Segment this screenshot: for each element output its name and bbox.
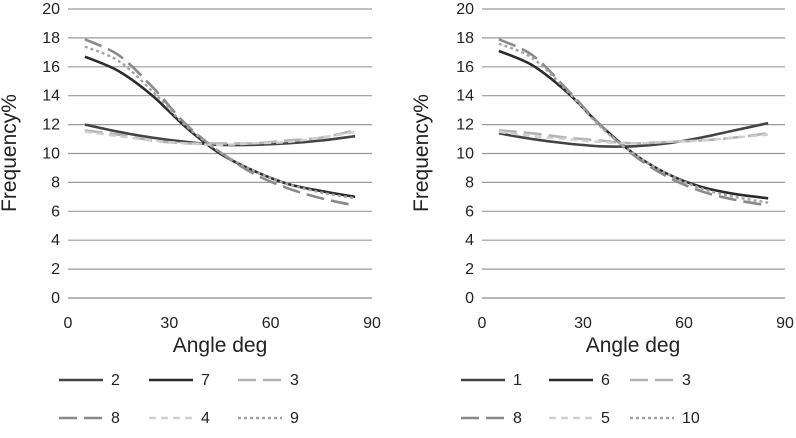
x-tick-label: 60: [262, 315, 280, 332]
y-tick-label: 4: [51, 232, 60, 249]
y-axis-label: Frequency%: [410, 94, 433, 212]
legend-label: 2: [111, 372, 120, 389]
y-tick-label: 0: [51, 290, 60, 307]
series-line-8: [498, 38, 769, 207]
y-tick-label: 2: [51, 261, 60, 278]
legend: 1 6 3 8 5 10: [461, 372, 700, 427]
legend-label: 8: [111, 410, 120, 427]
y-tick-label: 8: [51, 174, 60, 191]
x-tick-label: 90: [776, 315, 794, 332]
y-tick-label: 18: [42, 30, 60, 47]
series-line-7: [84, 55, 356, 199]
y-tick-label: 12: [42, 117, 60, 134]
x-axis-label: Angle deg: [173, 334, 268, 357]
y-tick-label: 6: [465, 203, 474, 220]
y-tick-label: 2: [465, 261, 474, 278]
series-line-1: [498, 121, 769, 148]
x-tick-label: 0: [64, 315, 73, 332]
legend-label: 10: [682, 410, 700, 427]
legend-label: 8: [513, 410, 522, 427]
y-tick-label: 20: [456, 1, 474, 18]
x-tick-label: 90: [363, 315, 381, 332]
y-tick-label: 14: [42, 88, 60, 105]
legend-label: 3: [682, 372, 691, 389]
legend-label: 3: [290, 372, 299, 389]
series-line-8: [84, 38, 356, 207]
y-tick-label: 16: [456, 59, 474, 76]
y-tick-label: 14: [456, 88, 474, 105]
legend-label: 5: [601, 410, 610, 427]
series-line-5: [498, 130, 769, 145]
y-tick-label: 20: [42, 1, 60, 18]
y-tick-label: 12: [456, 117, 474, 134]
chart-1: 0 2 4 6 8 10 12 14 16 18 20 0 30 60 90 Angle deg Frequen…: [0, 1, 381, 427]
x-tick-label: 30: [574, 315, 592, 332]
y-tick-label: 16: [42, 59, 60, 76]
legend-label: 4: [201, 410, 210, 427]
legend-label: 1: [513, 372, 522, 389]
y-tick-label: 10: [42, 146, 60, 163]
x-tick-label: 60: [675, 315, 693, 332]
y-tick-label: 4: [465, 232, 474, 249]
series-line-4: [84, 130, 356, 147]
series-line-9: [84, 45, 356, 200]
legend-label: 6: [601, 372, 610, 389]
x-axis-label: Angle deg: [586, 334, 681, 357]
legend: 2 7 3 8 4 9: [59, 372, 299, 427]
x-tick-label: 30: [160, 315, 178, 332]
y-tick-label: 18: [456, 30, 474, 47]
series-line-3: [84, 129, 356, 145]
x-tick-label: 0: [478, 315, 487, 332]
y-tick-label: 6: [51, 203, 60, 220]
y-axis-label: Frequency%: [0, 94, 21, 212]
legend-label: 7: [201, 372, 210, 389]
legend-label: 9: [290, 410, 299, 427]
series-line-10: [498, 42, 769, 204]
y-tick-label: 10: [456, 146, 474, 163]
y-tick-label: 0: [465, 290, 474, 307]
y-tick-label: 8: [465, 174, 474, 191]
